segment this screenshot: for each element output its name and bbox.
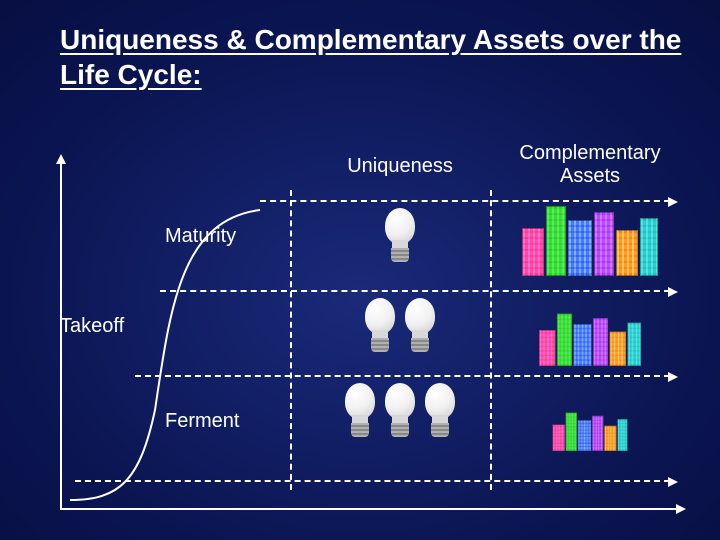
buildings-icon: [553, 413, 628, 452]
lightbulb-icon: [382, 208, 418, 264]
bulb-group: [320, 208, 480, 264]
page-title: Uniqueness & Complementary Assets over t…: [60, 22, 720, 92]
row-dashline: [160, 290, 670, 292]
lightbulb-icon: [362, 298, 398, 354]
bottom-dashline: [75, 480, 670, 482]
stage-label: Ferment: [165, 410, 239, 433]
buildings-group: [500, 381, 680, 451]
buildings-group: [500, 296, 680, 366]
lifecycle-chart: Uniqueness Complementary Assets Maturity…: [60, 160, 680, 510]
arrow-right-icon: [668, 477, 678, 487]
buildings-icon: [522, 206, 658, 276]
stage-label: Maturity: [165, 225, 236, 248]
stage-label: Takeoff: [60, 315, 124, 338]
row-dashline: [260, 200, 670, 202]
lightbulb-icon: [402, 298, 438, 354]
column-divider: [490, 190, 492, 490]
bulb-group: [320, 383, 480, 439]
row-dashline: [135, 375, 670, 377]
buildings-group: [500, 206, 680, 276]
buildings-icon: [539, 314, 641, 367]
lightbulb-icon: [422, 383, 458, 439]
column-header-uniqueness: Uniqueness: [320, 155, 480, 178]
column-header-complementary: Complementary Assets: [500, 142, 680, 188]
lightbulb-icon: [382, 383, 418, 439]
bulb-group: [320, 298, 480, 354]
column-divider: [290, 190, 292, 490]
lightbulb-icon: [342, 383, 378, 439]
